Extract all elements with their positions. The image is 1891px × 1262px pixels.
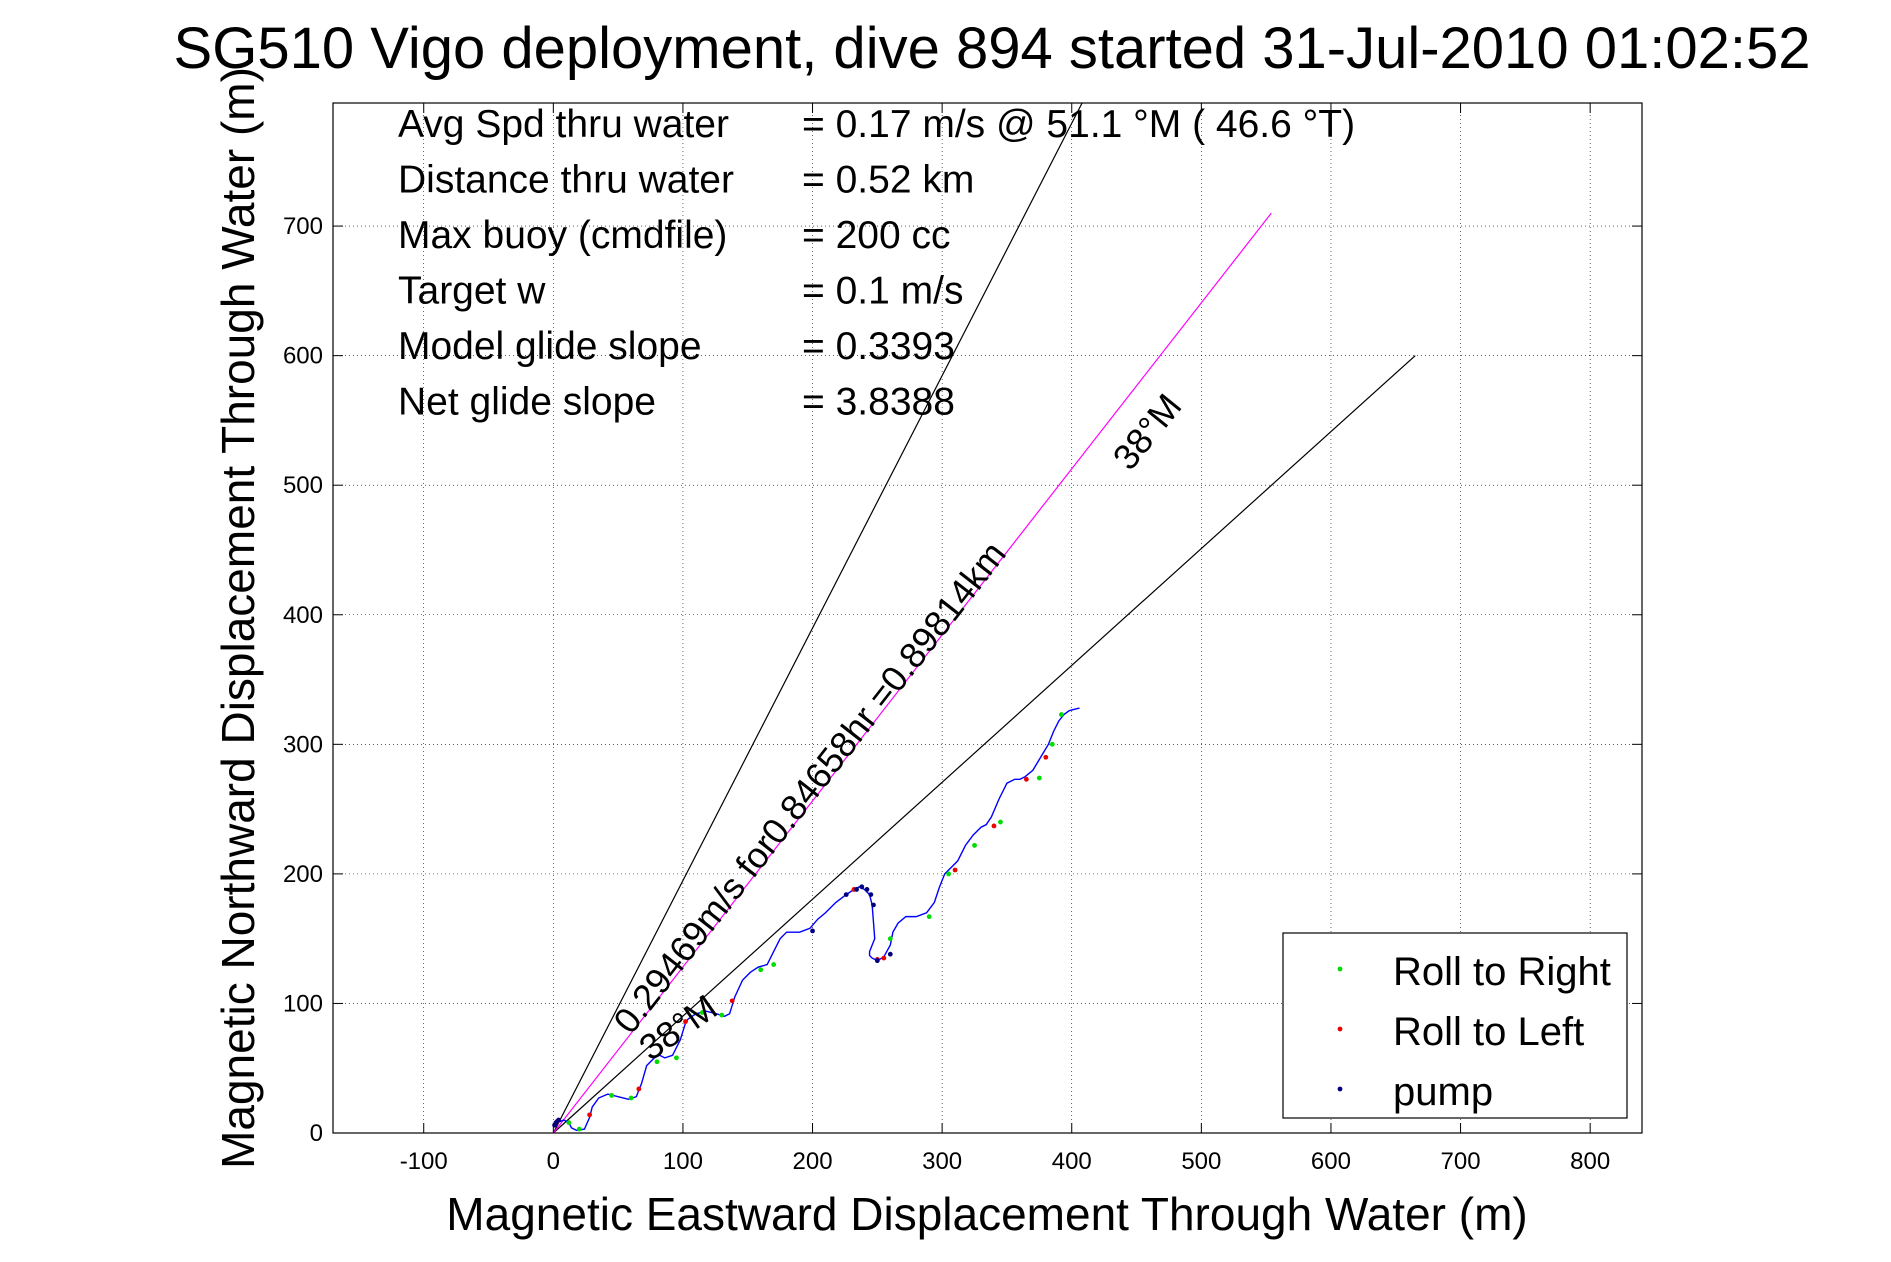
- y-tick-label: 700: [283, 213, 323, 240]
- reference-lines: [552, 102, 1416, 1134]
- x-tick-label: -100: [400, 1148, 448, 1175]
- x-axis-label: Magnetic Eastward Displacement Through W…: [446, 1188, 1527, 1240]
- marker-roll-to-left: [1023, 776, 1029, 782]
- marker-roll-to-left: [729, 998, 735, 1004]
- y-tick-label: 500: [283, 472, 323, 499]
- marker-pump: [887, 951, 893, 957]
- y-tick-label: 400: [283, 602, 323, 629]
- chart-title: SG510 Vigo deployment, dive 894 started …: [174, 16, 1811, 81]
- marker-roll-to-right: [609, 1093, 615, 1098]
- track: [552, 707, 1080, 1132]
- x-tick-label: 0: [547, 1148, 560, 1175]
- marker-roll-to-right: [926, 914, 932, 920]
- legend-label: Roll to Right: [1393, 950, 1611, 994]
- marker-roll-to-left: [1043, 754, 1049, 760]
- stat-value: = 200 cc: [802, 214, 951, 257]
- legend: Roll to Right Roll to Left pump: [1282, 932, 1628, 1119]
- marker-roll-to-right: [576, 1126, 582, 1132]
- marker-roll-to-left: [587, 1112, 593, 1118]
- marker-pump: [874, 958, 880, 964]
- heading-bound-upper-line: [552, 102, 1083, 1134]
- marker-pump: [859, 884, 865, 890]
- marker-roll-to-right: [946, 871, 952, 877]
- marker-pump: [843, 892, 849, 898]
- legend-marker-roll-to-right: [1337, 966, 1343, 972]
- x-tick-label: 500: [1181, 1148, 1221, 1175]
- dive-track-line: [552, 707, 1080, 1132]
- x-tick-label: 600: [1311, 1148, 1351, 1175]
- marker-roll-to-left: [991, 823, 997, 829]
- stat-label: Model glide slope: [398, 325, 702, 368]
- legend-label: Roll to Left: [1393, 1010, 1584, 1054]
- markers: [552, 712, 1064, 1132]
- marker-roll-to-right: [719, 1012, 725, 1018]
- stat-value: = 0.1 m/s: [802, 270, 963, 313]
- current-vector-line: [552, 212, 1272, 1134]
- marker-roll-to-right: [972, 842, 977, 848]
- marker-roll-to-right: [1036, 775, 1042, 781]
- stat-label: Target w: [398, 270, 546, 313]
- marker-roll-to-left: [881, 955, 887, 961]
- y-tick-label: 300: [283, 731, 323, 758]
- marker-pump: [556, 1117, 561, 1123]
- marker-roll-to-right: [628, 1095, 634, 1101]
- marker-roll-to-right: [699, 1010, 705, 1015]
- x-tick-label: 300: [922, 1148, 962, 1175]
- axis-ticks: -100 0 100 200 300 400 500 600 700 800 0 100 200 300 4…: [283, 103, 1642, 1175]
- marker-roll-to-right: [674, 1055, 679, 1061]
- x-tick-label: 200: [793, 1148, 833, 1175]
- stat-label: Net glide slope: [398, 381, 656, 424]
- plot-frame: [332, 102, 1643, 1134]
- marker-pump: [864, 887, 870, 892]
- legend-marker-pump: [1337, 1086, 1343, 1092]
- stat-value: = 0.3393: [802, 325, 955, 368]
- stat-value: = 3.8388: [802, 381, 955, 424]
- x-tick-label: 800: [1570, 1148, 1610, 1175]
- marker-roll-to-right: [771, 962, 777, 967]
- stat-label: Distance thru water: [398, 159, 734, 202]
- marker-roll-to-left: [683, 1019, 688, 1024]
- legend-marker-roll-to-left: [1337, 1026, 1343, 1032]
- marker-pump: [871, 902, 876, 908]
- x-tick-label: 400: [1052, 1148, 1092, 1175]
- y-tick-label: 100: [283, 990, 323, 1017]
- y-axis-label: Magnetic Northward Displacement Through …: [212, 67, 264, 1169]
- marker-roll-to-right: [1049, 741, 1055, 747]
- marker-roll-to-right: [998, 819, 1003, 825]
- stat-value: = 0.52 km: [802, 159, 974, 202]
- x-tick-label: 100: [663, 1148, 703, 1175]
- stat-label: Avg Spd thru water: [398, 103, 729, 146]
- marker-roll-to-right: [1058, 712, 1064, 717]
- heading-bound-lower-line: [552, 355, 1416, 1134]
- y-tick-label: 0: [310, 1120, 323, 1147]
- legend-label: pump: [1393, 1070, 1493, 1114]
- marker-roll-to-right: [887, 936, 893, 942]
- stat-label: Max buoy (cmdfile): [398, 214, 727, 257]
- y-tick-label: 600: [283, 343, 323, 370]
- marker-roll-to-right: [654, 1059, 660, 1065]
- marker-roll-to-left: [952, 867, 958, 873]
- marker-roll-to-right: [566, 1120, 572, 1126]
- x-tick-label: 700: [1441, 1148, 1481, 1175]
- y-tick-label: 200: [283, 861, 323, 888]
- stats-panel: Avg Spd thru water = 0.17 m/s @ 51.1 °M (…: [398, 103, 1355, 424]
- marker-pump: [868, 892, 874, 898]
- marker-roll-to-right: [758, 967, 764, 973]
- marker-pump: [854, 887, 859, 892]
- marker-pump: [810, 928, 815, 934]
- stat-value: = 0.17 m/s @ 51.1 °M ( 46.6 °T): [802, 103, 1355, 146]
- marker-roll-to-left: [636, 1086, 642, 1092]
